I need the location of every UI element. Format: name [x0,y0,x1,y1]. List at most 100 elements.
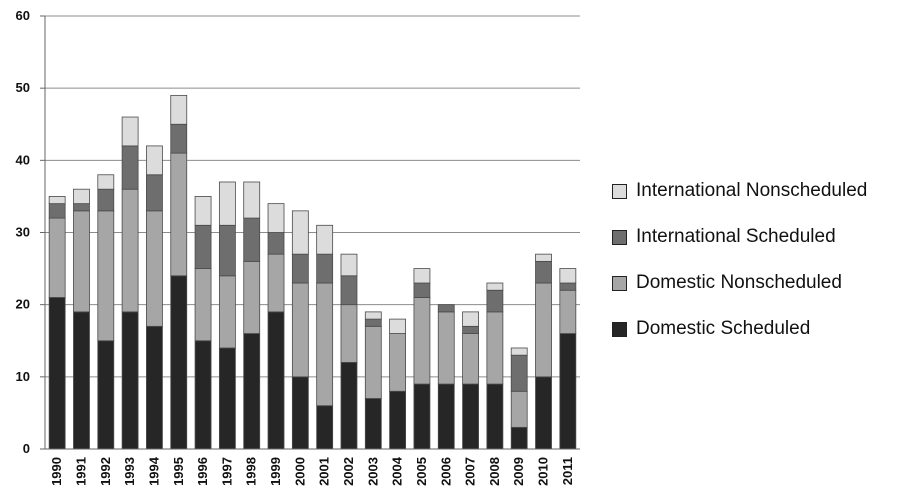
bar-domestic-nonscheduled-2003 [364,325,382,399]
bar-international-scheduled-1999 [267,232,285,255]
bar-domestic-scheduled-2002 [340,361,358,450]
y-tick-label-30: 30 [16,225,30,240]
bar-domestic-nonscheduled-2008 [486,311,504,385]
bar-domestic-scheduled-2005 [413,383,431,450]
bar-international-nonscheduled-1995 [170,94,188,125]
bar-international-nonscheduled-1991 [73,188,90,205]
bar-domestic-scheduled-1993 [121,311,139,450]
bar-domestic-nonscheduled-1990 [48,217,66,298]
x-tick-label-1996: 1996 [195,457,210,486]
bar-international-nonscheduled-1996 [194,196,212,226]
bar-domestic-scheduled-1997 [218,347,236,450]
y-tick-label-50: 50 [16,80,30,95]
x-tick-label-1998: 1998 [244,457,259,486]
bar-domestic-nonscheduled-1993 [121,188,139,313]
bar-domestic-scheduled-1999 [267,311,285,450]
bar-domestic-scheduled-2008 [486,383,504,450]
bar-international-nonscheduled-2011 [559,268,577,284]
legend: International Nonscheduled International… [612,175,867,345]
bar-domestic-scheduled-1995 [170,275,188,450]
y-tick-label-10: 10 [16,369,30,384]
bar-international-scheduled-2000 [291,253,309,284]
bar-domestic-nonscheduled-1991 [73,210,90,313]
bar-international-scheduled-2009 [510,354,528,392]
x-tick-label-2011: 2011 [560,457,575,485]
bar-domestic-nonscheduled-1996 [194,268,212,342]
y-tick-label-0: 0 [23,441,30,456]
x-tick-label-1999: 1999 [268,457,283,486]
bar-international-scheduled-1994 [146,174,163,212]
bar-international-scheduled-1995 [170,123,188,154]
legend-item-international-scheduled: International Scheduled [612,221,867,253]
bars [48,94,577,450]
bar-international-nonscheduled-2001 [316,224,334,255]
bar-international-scheduled-2002 [340,275,358,306]
bar-international-nonscheduled-2004 [389,318,407,334]
bar-domestic-nonscheduled-2001 [316,282,334,407]
bar-international-nonscheduled-2009 [510,347,528,356]
x-tick-label-2006: 2006 [438,457,453,486]
x-tick-label-2000: 2000 [292,457,307,486]
bar-domestic-nonscheduled-2005 [413,297,431,385]
x-tick-label-2003: 2003 [365,457,380,486]
x-tick-label-1995: 1995 [171,457,186,486]
legend-swatch-international-nonscheduled [612,183,627,199]
bar-domestic-nonscheduled-2007 [462,333,479,385]
bar-international-scheduled-2005 [413,282,431,298]
bar-international-scheduled-2007 [462,325,479,334]
bar-international-nonscheduled-2002 [340,253,358,277]
y-tick-labels: 0 10 20 30 40 50 60 [16,8,30,456]
bar-international-nonscheduled-1992 [97,174,115,190]
bar-international-scheduled-1996 [194,224,212,269]
bar-international-scheduled-2003 [364,318,382,327]
bar-international-scheduled-1997 [218,224,236,277]
bar-international-scheduled-1993 [121,145,139,190]
bar-domestic-scheduled-2004 [389,390,407,450]
x-tick-label-1994: 1994 [146,456,161,486]
bar-international-scheduled-1991 [73,203,90,212]
bar-domestic-scheduled-2010 [535,376,552,450]
bar-international-scheduled-2008 [486,289,504,313]
bar-domestic-nonscheduled-1994 [146,210,163,327]
bar-international-scheduled-2010 [535,260,552,284]
bar-international-scheduled-1998 [243,217,261,262]
bar-international-nonscheduled-2008 [486,282,504,291]
legend-label-domestic-scheduled: Domestic Scheduled [636,318,811,339]
bar-domestic-nonscheduled-1992 [97,210,115,342]
bar-domestic-scheduled-2009 [510,426,528,450]
bar-international-nonscheduled-2005 [413,268,431,284]
y-tick-label-60: 60 [16,8,30,23]
y-tick-label-20: 20 [16,297,30,312]
legend-swatch-domestic-scheduled [612,321,627,337]
bar-international-nonscheduled-2010 [535,253,552,262]
bar-domestic-scheduled-1992 [97,340,115,450]
bar-domestic-scheduled-2003 [364,398,382,450]
x-tick-label-1997: 1997 [219,457,234,486]
bar-domestic-scheduled-1991 [73,311,90,450]
bar-domestic-nonscheduled-2006 [437,311,455,385]
legend-swatch-international-scheduled [612,229,627,245]
bar-international-scheduled-2001 [316,253,334,284]
bar-international-nonscheduled-2007 [462,311,479,327]
x-tick-label-1993: 1993 [122,457,137,486]
x-tick-label-2005: 2005 [414,457,429,486]
x-tick-label-1991: 1991 [73,457,88,486]
bar-international-scheduled-2006 [437,304,455,313]
bar-international-nonscheduled-1993 [121,116,139,147]
bar-domestic-scheduled-1994 [146,325,163,450]
x-tick-label-2001: 2001 [317,457,332,486]
legend-label-international-nonscheduled: International Nonscheduled [636,180,868,201]
legend-swatch-domestic-nonscheduled [612,275,627,291]
bar-international-scheduled-1992 [97,188,115,212]
bar-domestic-nonscheduled-2009 [510,390,528,428]
bar-domestic-nonscheduled-1997 [218,275,236,349]
legend-label-domestic-nonscheduled: Domestic Nonscheduled [636,272,842,293]
bar-domestic-nonscheduled-2000 [291,282,309,378]
bar-international-nonscheduled-2003 [364,311,382,320]
legend-item-domestic-nonscheduled: Domestic Nonscheduled [612,267,867,299]
x-tick-label-2010: 2010 [536,457,551,486]
bar-domestic-scheduled-2000 [291,376,309,450]
bar-international-nonscheduled-1994 [146,145,163,176]
bar-domestic-scheduled-1996 [194,340,212,450]
x-tick-label-2004: 2004 [390,456,405,486]
